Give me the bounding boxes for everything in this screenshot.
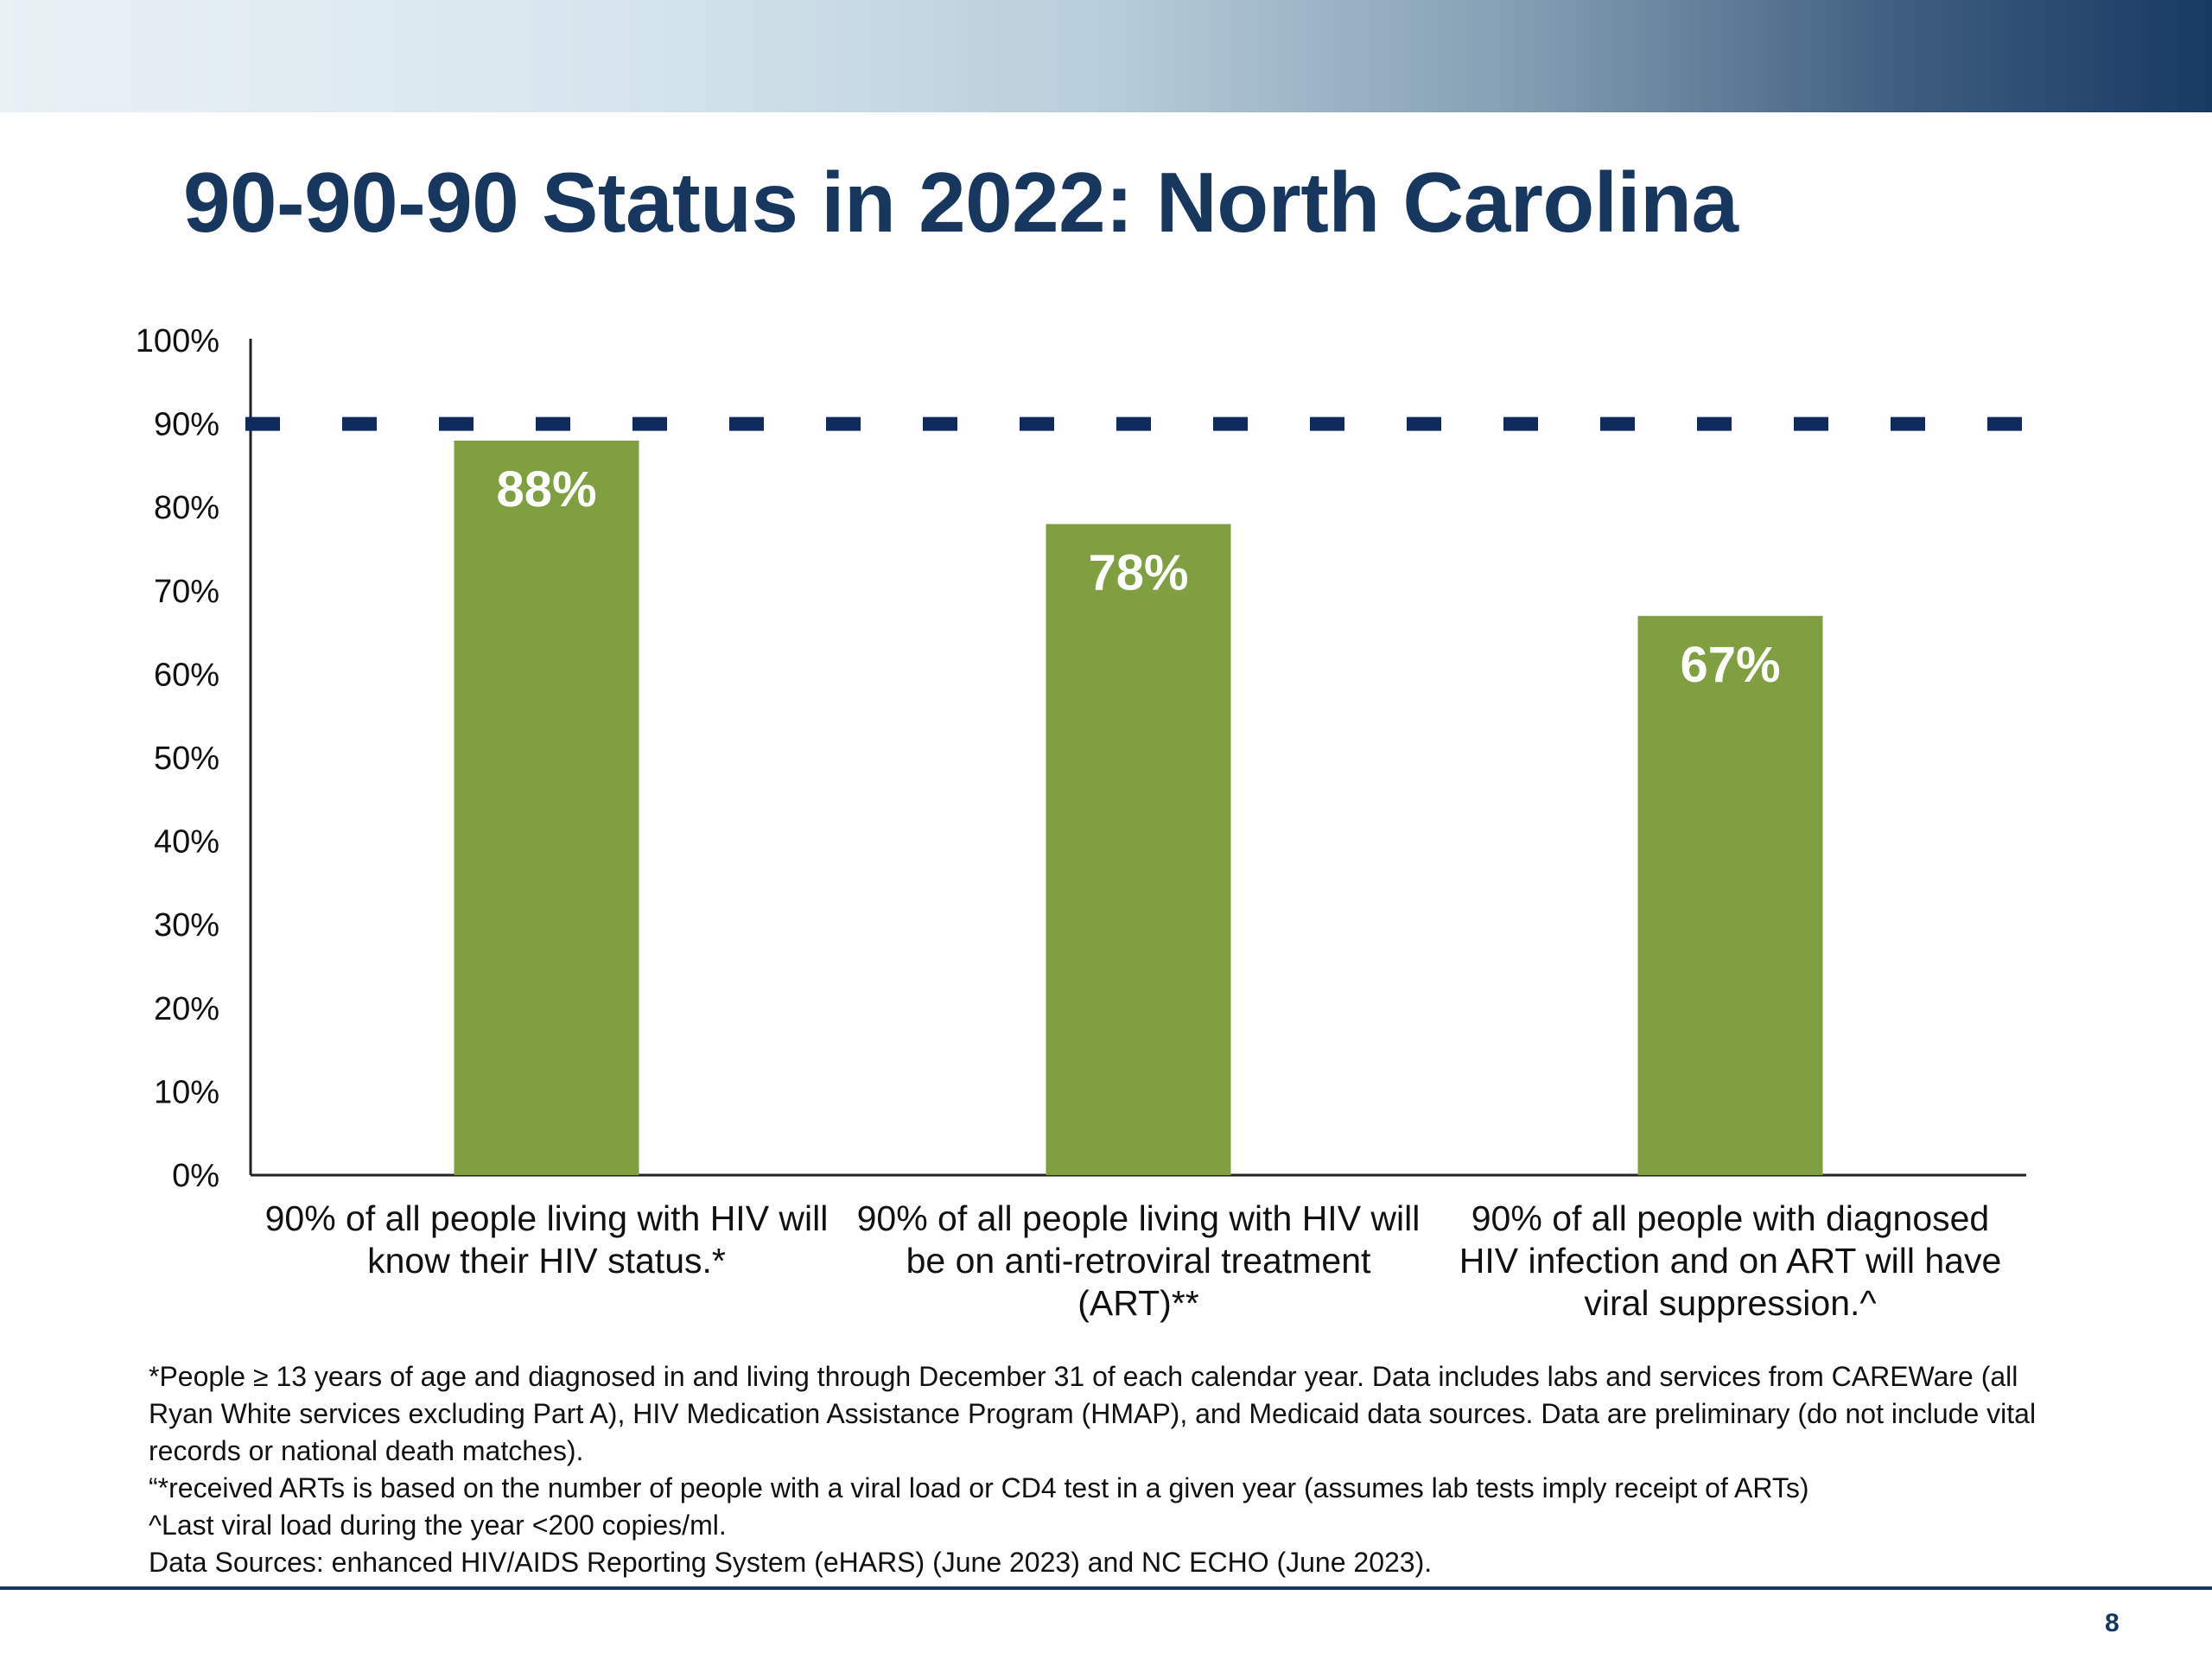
bar [1046,524,1231,1175]
bottom-rule [0,1586,2212,1590]
y-tick-label: 60% [154,657,219,693]
x-category-label: 90% of all people with diagnosed HIV infe… [1459,1198,2002,1323]
y-tick-label: 30% [154,907,219,944]
page-number: 8 [2105,1609,2120,1637]
bar-chart: 0% 10% 20% 30% 40% 50% 60% 70% 80% 90% 100% 88% 90% … [136,323,2048,1323]
bar-data-label: 67% [1680,637,1780,693]
slide-title: 90-90-90 Status in 2022: North Carolina [183,155,1738,250]
footnotes: *People ≥ 13 years of age and diagnosed … [149,1358,2050,1581]
bar-data-label: 88% [496,461,596,518]
x-category-label-line: be on anti-retroviral treatment [906,1241,1371,1281]
x-category-label: 90% of all people living with HIV will kn… [265,1198,829,1281]
header-gradient-band [0,0,2212,112]
x-category-label-line: (ART)** [1077,1283,1199,1323]
x-category-label-line: viral suppression.^ [1584,1283,1877,1323]
y-tick-label: 100% [136,323,219,359]
y-tick-label: 90% [154,407,219,443]
y-tick-label: 80% [154,490,219,526]
footnote-2: “*received ARTs is based on the number o… [149,1472,1809,1503]
x-category-label-line: 90% of all people living with HIV will [857,1198,1421,1238]
y-tick-label: 50% [154,741,219,777]
footnote-4: Data Sources: enhanced HIV/AIDS Reportin… [149,1547,1433,1578]
x-category-label-line: know their HIV status.* [367,1241,726,1281]
x-category-label-line: 90% of all people living with HIV will [265,1198,829,1238]
y-tick-label: 0% [172,1158,219,1194]
y-tick-label: 40% [154,824,219,861]
footnote-3: ^Last viral load during the year <200 co… [149,1510,727,1541]
x-category-label: 90% of all people living with HIV will be… [857,1198,1421,1323]
bar-data-label: 78% [1088,545,1188,601]
bar [454,440,639,1175]
bar [1637,615,1823,1175]
y-tick-label: 20% [154,991,219,1027]
footnote-1: *People ≥ 13 years of age and diagnosed … [149,1361,2037,1466]
x-category-label-line: 90% of all people with diagnosed [1471,1198,1990,1238]
x-category-label-line: HIV infection and on ART will have [1459,1241,2002,1281]
y-tick-label: 10% [154,1074,219,1110]
y-tick-label: 70% [154,574,219,610]
